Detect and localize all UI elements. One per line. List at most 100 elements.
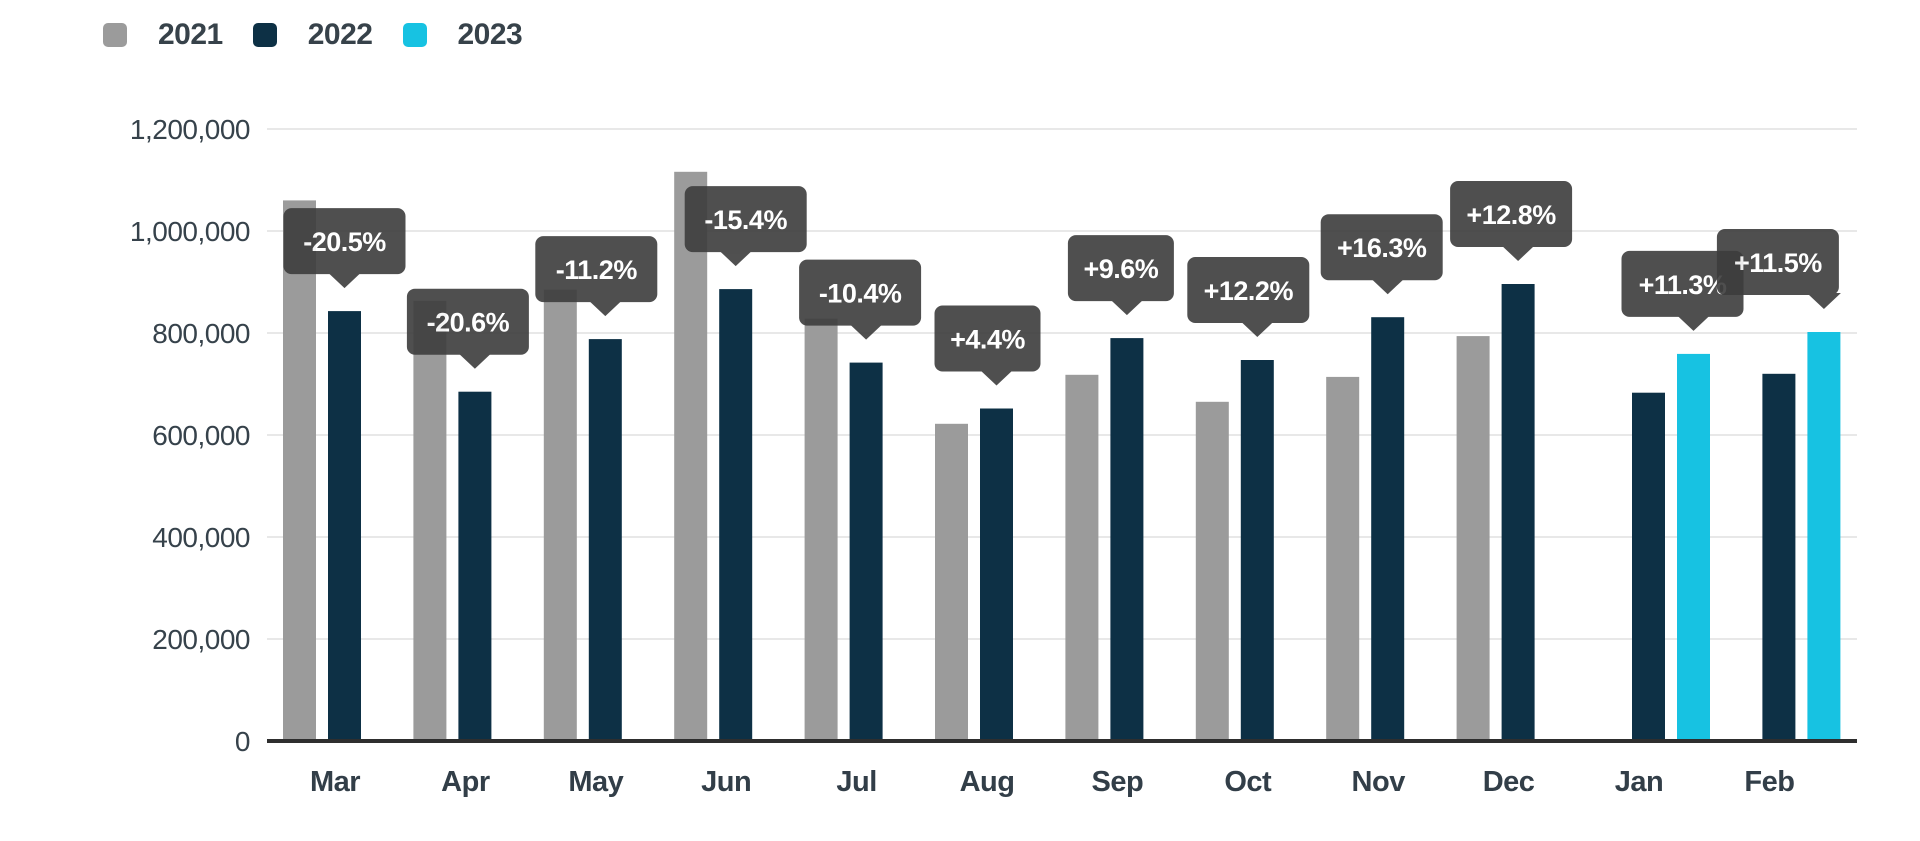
gridline-400,000 xyxy=(267,536,1857,538)
tooltip-Apr: -20.6% xyxy=(406,288,529,369)
x-axis-label-Jan: Jan xyxy=(1615,766,1663,798)
chart-legend: 2021 2022 2023 xyxy=(103,18,523,51)
x-axis-label-Feb: Feb xyxy=(1744,766,1794,798)
bar-Jan-2023[interactable] xyxy=(1677,353,1710,741)
x-axis-label-Sep: Sep xyxy=(1092,766,1144,798)
bar-Oct-2022[interactable] xyxy=(1240,360,1274,741)
tooltip-bubble xyxy=(535,236,658,303)
bar-Oct-2021[interactable] xyxy=(1195,401,1229,741)
tooltip-bubble xyxy=(283,208,406,275)
tooltip-May: -11.2% xyxy=(535,236,658,317)
legend-swatch-2023-icon xyxy=(402,23,427,47)
tooltip-label: -20.5% xyxy=(303,227,386,257)
bar-Feb-2022[interactable] xyxy=(1762,373,1796,741)
tooltip-pointer-icon xyxy=(1370,278,1405,295)
tooltip-bubble xyxy=(1450,181,1573,247)
legend-item-2023[interactable]: 2023 xyxy=(402,18,523,51)
x-axis-label-Aug: Aug xyxy=(960,766,1015,798)
tooltip-pointer-icon xyxy=(588,300,623,317)
tooltip-label: -11.2% xyxy=(556,255,638,285)
bar-Apr-2022[interactable] xyxy=(458,391,492,741)
tooltip-label: +9.6% xyxy=(1083,254,1158,284)
tooltip-bubble xyxy=(1067,235,1174,302)
tooltip-label: +12.8% xyxy=(1466,200,1556,230)
bar-Jul-2022[interactable] xyxy=(849,362,883,741)
y-axis-label-1,200,000: 1,200,000 xyxy=(130,114,250,145)
tooltip-label: -10.4% xyxy=(819,279,902,309)
tooltip-bubble xyxy=(1187,257,1310,323)
tooltip-bubble xyxy=(1320,214,1443,281)
tooltip-pointer-icon xyxy=(1806,293,1841,309)
tooltip-Jun: -15.4% xyxy=(684,186,807,267)
y-axis-label-200,000: 200,000 xyxy=(152,624,250,655)
bar-Nov-2021[interactable] xyxy=(1326,376,1360,741)
bar-Aug-2022[interactable] xyxy=(980,408,1013,742)
x-axis-label-Nov: Nov xyxy=(1352,766,1406,798)
tooltip-label: -20.6% xyxy=(427,308,510,338)
legend-item-2021[interactable]: 2021 xyxy=(103,20,223,50)
gridline-200,000 xyxy=(267,638,1857,640)
bar-Jun-2022[interactable] xyxy=(719,289,753,741)
tooltip-Oct: +12.2% xyxy=(1187,257,1310,337)
tooltip-Nov: +16.3% xyxy=(1320,214,1443,295)
tooltip-Jan: +11.3% xyxy=(1621,250,1744,331)
bar-Jul-2021[interactable] xyxy=(804,318,838,741)
x-axis-label-Oct: Oct xyxy=(1224,766,1272,798)
y-axis-label-800,000: 800,000 xyxy=(152,318,250,349)
bar-Feb-2023[interactable] xyxy=(1807,332,1841,741)
bar-Apr-2021[interactable] xyxy=(413,300,447,741)
tooltip-bubble xyxy=(799,259,922,326)
bar-Aug-2021[interactable] xyxy=(935,423,968,741)
tooltip-bubble xyxy=(684,186,807,253)
bar-Sep-2022[interactable] xyxy=(1110,338,1144,741)
bar-Dec-2022[interactable] xyxy=(1501,284,1535,741)
gridline-1,200,000 xyxy=(267,128,1857,130)
x-axis-line xyxy=(267,739,1857,743)
tooltip-label: +16.3% xyxy=(1337,233,1427,263)
tooltip-Sep: +9.6% xyxy=(1067,235,1174,316)
tooltip-bubble xyxy=(934,305,1041,372)
legend-label: 2023 xyxy=(457,18,523,51)
tooltip-pointer-icon xyxy=(1240,321,1275,337)
bar-Sep-2021[interactable] xyxy=(1065,374,1099,741)
tooltip-bubble xyxy=(406,288,529,355)
tooltip-Feb: +11.5% xyxy=(1716,229,1841,309)
tooltip-pointer-icon xyxy=(1501,245,1536,261)
legend-swatch-2022-icon xyxy=(252,23,277,47)
tooltip-Dec: +12.8% xyxy=(1450,181,1573,261)
x-axis-label-Jul: Jul xyxy=(836,766,876,798)
tooltip-label: +11.5% xyxy=(1734,248,1822,278)
tooltip-label: +4.4% xyxy=(950,325,1025,355)
bar-May-2022[interactable] xyxy=(588,339,622,741)
tooltip-pointer-icon xyxy=(1109,299,1144,316)
tooltip-bubble xyxy=(1716,229,1839,295)
bar-Mar-2022[interactable] xyxy=(328,311,361,741)
bar-Mar-2021[interactable] xyxy=(283,200,316,741)
gridline-600,000 xyxy=(267,434,1857,436)
tooltip-pointer-icon xyxy=(457,352,492,369)
bar-Dec-2021[interactable] xyxy=(1456,336,1490,741)
y-axis-label-400,000: 400,000 xyxy=(152,522,250,553)
tooltip-pointer-icon xyxy=(979,369,1014,386)
bar-Jan-2022[interactable] xyxy=(1632,392,1665,741)
tooltip-label: +12.2% xyxy=(1204,276,1294,306)
legend-swatch-2021-icon xyxy=(103,23,127,47)
tooltip-pointer-icon xyxy=(327,272,362,289)
y-axis-label-1,000,000: 1,000,000 xyxy=(130,216,250,247)
bar-May-2021[interactable] xyxy=(543,289,577,741)
x-axis-label-Jun: Jun xyxy=(701,766,751,798)
legend-item-2022[interactable]: 2022 xyxy=(252,18,373,51)
bar-Nov-2022[interactable] xyxy=(1371,317,1405,741)
tooltip-pointer-icon xyxy=(849,323,884,340)
tooltip-Mar: -20.5% xyxy=(283,208,406,289)
x-axis-label-Mar: Mar xyxy=(310,766,360,798)
tooltip-pointer-icon xyxy=(1676,314,1711,331)
bar-Jun-2021[interactable] xyxy=(674,171,708,742)
legend-label: 2022 xyxy=(307,18,373,51)
x-axis-label-Apr: Apr xyxy=(441,766,490,798)
tooltip-Aug: +4.4% xyxy=(934,305,1041,386)
tooltip-bubble xyxy=(1621,250,1744,317)
y-axis-label-600,000: 600,000 xyxy=(152,420,250,451)
tooltip-label: +11.3% xyxy=(1639,270,1727,300)
tooltip-Jul: -10.4% xyxy=(799,259,922,340)
